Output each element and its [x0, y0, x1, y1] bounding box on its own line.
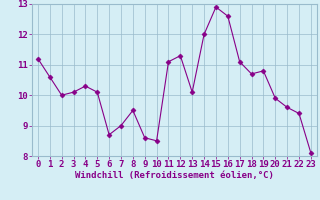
X-axis label: Windchill (Refroidissement éolien,°C): Windchill (Refroidissement éolien,°C): [75, 171, 274, 180]
